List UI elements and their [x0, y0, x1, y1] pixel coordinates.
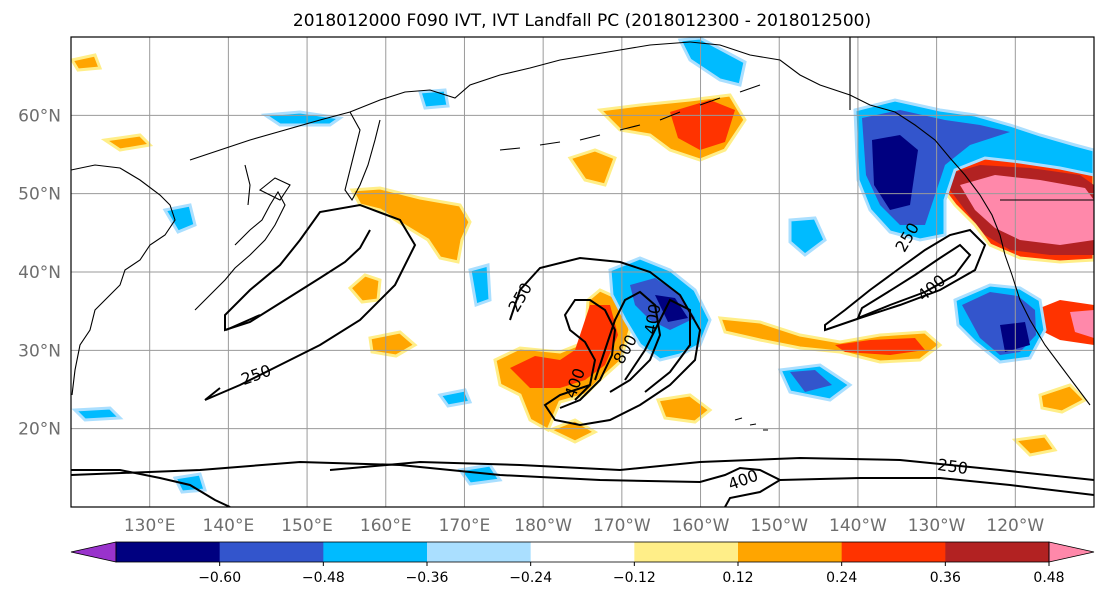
colorbar-segment	[219, 542, 324, 562]
latitude-label: 40°N	[18, 263, 61, 283]
contour-250-central	[509, 256, 702, 427]
shade-positive-orange	[1038, 383, 1088, 414]
contour-250-south-east	[779, 477, 1094, 496]
longitude-label: 170°W	[593, 516, 651, 536]
colorbar-segment	[116, 542, 221, 562]
contour-400-east	[856, 243, 972, 320]
colorbar-segment	[738, 542, 843, 562]
longitude-label: 140°E	[203, 516, 255, 536]
colorbar-tick-label: −0.48	[302, 570, 345, 586]
colorbar	[70, 541, 1095, 563]
longitude-label: 120°W	[986, 516, 1044, 536]
shade-negative-blue	[790, 370, 832, 392]
contour-400-central	[559, 299, 617, 409]
shade-positive-orange	[347, 273, 382, 304]
longitude-label: 160°E	[360, 516, 412, 536]
contour-250-west-inner	[204, 314, 261, 401]
latitude-label: 20°N	[18, 420, 61, 440]
colorbar-tick-labels: −0.60 −0.48 −0.36 −0.24 −0.12 0.12 0.24 0.36 0.4…	[198, 562, 1065, 586]
coastlines	[71, 41, 1091, 431]
coast-aleutians	[499, 84, 761, 151]
contour-800-central	[594, 290, 662, 393]
coast-asia	[71, 164, 176, 396]
shade-positive-orange	[349, 186, 472, 264]
colorbar-tick-label: 0.24	[826, 570, 857, 586]
shade-positive-orange	[567, 148, 617, 187]
shade-negative-lightblue	[418, 88, 450, 110]
coast-alaska	[689, 41, 1091, 406]
shade-negative-lightblue	[71, 406, 124, 422]
coast-siberia	[189, 41, 691, 161]
shade-positive-red	[670, 100, 735, 150]
figure-title: 2018012000 F090 IVT, IVT Landfall PC (20…	[293, 11, 871, 31]
colorbar-tick-label: 0.12	[722, 570, 753, 586]
latitude-label: 50°N	[18, 185, 61, 205]
graticule-grid	[71, 37, 1094, 507]
latitude-label: 30°N	[18, 341, 61, 361]
colorbar-tick-label: −0.60	[198, 570, 241, 586]
contour-400-south-main	[71, 460, 783, 507]
colorbar-tick-label: 0.48	[1033, 570, 1064, 586]
longitude-label: 160°W	[672, 516, 730, 536]
shade-negative-lightblue	[457, 463, 503, 486]
longitude-label: 140°W	[829, 516, 887, 536]
coast-hawaii	[734, 417, 768, 431]
shade-negative-navy	[872, 135, 918, 210]
contour-250-west	[204, 203, 417, 401]
longitude-label: 130°W	[908, 516, 966, 536]
political-boundaries	[849, 37, 1094, 201]
shade-positive-orange	[71, 53, 103, 72]
colorbar-tick-label: −0.24	[509, 570, 552, 586]
contour-400-south	[71, 469, 231, 507]
shade-positive-pink	[960, 175, 1094, 245]
colorbar-tick-label: 0.36	[930, 570, 961, 586]
contour-250-east	[824, 228, 987, 332]
colorbar-segment	[323, 542, 428, 562]
colorbar-tick-label: −0.12	[613, 570, 656, 586]
coast-japan	[194, 190, 286, 311]
shade-negative-lightblue	[468, 263, 492, 308]
shade-negative-lightblue	[677, 37, 747, 87]
colorbar-segment	[530, 542, 635, 562]
colorbar-segment	[841, 542, 946, 562]
colorbar-extend-low	[70, 541, 117, 563]
shade-negative-lightblue	[788, 216, 827, 257]
colorbar-segment	[427, 542, 532, 562]
contour-label: 250	[936, 455, 969, 478]
shade-positive-pink	[1070, 310, 1094, 338]
shade-negative-navy	[655, 295, 688, 322]
colorbar-tick-label: −0.36	[406, 570, 449, 586]
longitude-labels: 130°E 140°E 150°E 160°E 170°E 180°W 170°W 160°W…	[124, 516, 1045, 536]
shade-positive-orange	[1011, 434, 1058, 457]
contour-400-central-inner	[624, 298, 691, 393]
longitude-label: 150°W	[750, 516, 808, 536]
map-frame	[70, 36, 1095, 508]
contour-250-south	[329, 456, 1094, 481]
coast-hokkaido	[258, 177, 291, 201]
colorbar-outline	[115, 541, 1050, 563]
coast-sakhalin	[244, 164, 251, 206]
ivt-contours	[71, 203, 1094, 507]
latitude-label: 60°N	[18, 106, 61, 126]
longitude-label: 130°E	[124, 516, 176, 536]
shade-negative-lightblue	[172, 472, 207, 494]
ivt-anomaly-shading	[71, 37, 1094, 494]
colorbar-segment	[634, 542, 739, 562]
shade-positive-red	[510, 305, 618, 388]
longitude-label: 170°E	[439, 516, 491, 536]
coast-kamchatka	[344, 111, 381, 202]
shade-positive-orange	[655, 393, 713, 424]
latitude-labels: 60°N 50°N 40°N 30°N 20°N	[18, 106, 61, 439]
longitude-label: 150°E	[281, 516, 333, 536]
colorbar-extend-high	[1048, 541, 1095, 563]
shade-negative-lightblue	[437, 388, 473, 408]
colorbar-segment	[945, 542, 1050, 562]
longitude-label: 180°W	[514, 516, 572, 536]
